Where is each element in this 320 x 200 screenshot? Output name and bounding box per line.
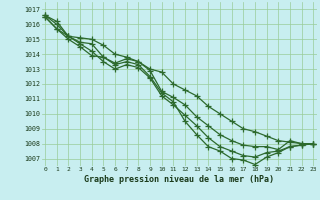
X-axis label: Graphe pression niveau de la mer (hPa): Graphe pression niveau de la mer (hPa): [84, 175, 274, 184]
